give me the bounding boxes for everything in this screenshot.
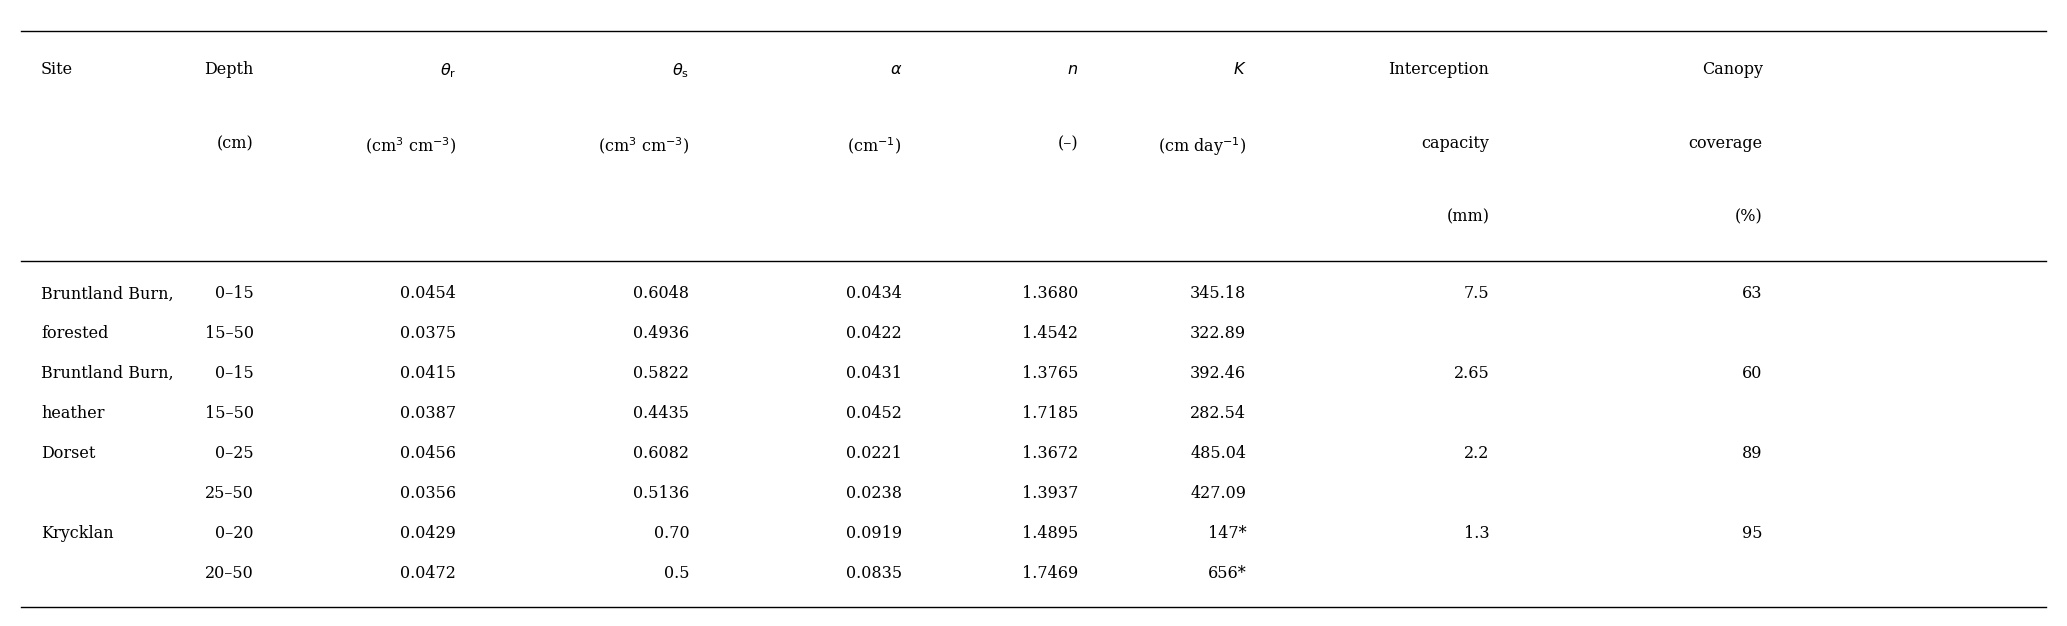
Text: (cm day$^{-1}$): (cm day$^{-1}$) xyxy=(1158,135,1246,158)
Text: $K$: $K$ xyxy=(1232,61,1246,78)
Text: 0.0434: 0.0434 xyxy=(845,285,901,302)
Text: 0.5822: 0.5822 xyxy=(633,365,688,382)
Text: 2.65: 2.65 xyxy=(1453,365,1488,382)
Text: Interception: Interception xyxy=(1389,61,1488,78)
Text: Depth: Depth xyxy=(205,61,254,78)
Text: 0.0422: 0.0422 xyxy=(845,326,901,342)
Text: 0.0472: 0.0472 xyxy=(401,565,457,582)
Text: 0.5136: 0.5136 xyxy=(633,485,688,502)
Text: 0.0835: 0.0835 xyxy=(845,565,901,582)
Text: 0.0456: 0.0456 xyxy=(401,445,457,462)
Text: 0.0431: 0.0431 xyxy=(845,365,901,382)
Text: 656*: 656* xyxy=(1207,565,1246,582)
Text: (cm$^{3}$ cm$^{-3}$): (cm$^{3}$ cm$^{-3}$) xyxy=(597,135,688,156)
Text: 0–15: 0–15 xyxy=(215,285,254,302)
Text: 0.0452: 0.0452 xyxy=(845,405,901,422)
Text: 1.3680: 1.3680 xyxy=(1021,285,1079,302)
Text: (cm$^{-1}$): (cm$^{-1}$) xyxy=(847,135,901,156)
Text: heather: heather xyxy=(41,405,105,422)
Text: 20–50: 20–50 xyxy=(205,565,254,582)
Text: coverage: coverage xyxy=(1689,135,1763,152)
Text: 15–50: 15–50 xyxy=(205,405,254,422)
Text: 0–25: 0–25 xyxy=(215,445,254,462)
Text: 0.0375: 0.0375 xyxy=(401,326,457,342)
Text: (%): (%) xyxy=(1734,208,1763,226)
Text: $\theta_{\mathrm{s}}$: $\theta_{\mathrm{s}}$ xyxy=(672,61,688,80)
Text: $\theta_{\mathrm{r}}$: $\theta_{\mathrm{r}}$ xyxy=(440,61,457,80)
Text: 25–50: 25–50 xyxy=(205,485,254,502)
Text: 1.4542: 1.4542 xyxy=(1021,326,1079,342)
Text: 0–20: 0–20 xyxy=(215,525,254,541)
Text: 0.6048: 0.6048 xyxy=(633,285,688,302)
Text: (–): (–) xyxy=(1058,135,1079,152)
Text: 485.04: 485.04 xyxy=(1191,445,1246,462)
Text: Canopy: Canopy xyxy=(1701,61,1763,78)
Text: 15–50: 15–50 xyxy=(205,326,254,342)
Text: forested: forested xyxy=(41,326,107,342)
Text: $\alpha$: $\alpha$ xyxy=(889,61,901,78)
Text: 1.4895: 1.4895 xyxy=(1021,525,1079,541)
Text: (cm$^{3}$ cm$^{-3}$): (cm$^{3}$ cm$^{-3}$) xyxy=(364,135,457,156)
Text: 0.6082: 0.6082 xyxy=(633,445,688,462)
Text: 0.0356: 0.0356 xyxy=(401,485,457,502)
Text: 0.0415: 0.0415 xyxy=(401,365,457,382)
Text: 1.3672: 1.3672 xyxy=(1021,445,1079,462)
Text: 1.7185: 1.7185 xyxy=(1021,405,1079,422)
Text: 0.5: 0.5 xyxy=(664,565,688,582)
Text: 322.89: 322.89 xyxy=(1191,326,1246,342)
Text: 1.3937: 1.3937 xyxy=(1021,485,1079,502)
Text: 0.0454: 0.0454 xyxy=(401,285,457,302)
Text: 63: 63 xyxy=(1742,285,1763,302)
Text: 0.70: 0.70 xyxy=(653,525,688,541)
Text: 392.46: 392.46 xyxy=(1191,365,1246,382)
Text: 0.4936: 0.4936 xyxy=(633,326,688,342)
Text: 1.3: 1.3 xyxy=(1463,525,1488,541)
Text: 1.7469: 1.7469 xyxy=(1021,565,1079,582)
Text: Bruntland Burn,: Bruntland Burn, xyxy=(41,365,174,382)
Text: 0.0429: 0.0429 xyxy=(401,525,457,541)
Text: 0.0387: 0.0387 xyxy=(401,405,457,422)
Text: 1.3765: 1.3765 xyxy=(1021,365,1079,382)
Text: 95: 95 xyxy=(1742,525,1763,541)
Text: Site: Site xyxy=(41,61,72,78)
Text: 345.18: 345.18 xyxy=(1191,285,1246,302)
Text: capacity: capacity xyxy=(1422,135,1488,152)
Text: 0–15: 0–15 xyxy=(215,365,254,382)
Text: Krycklan: Krycklan xyxy=(41,525,114,541)
Text: (mm): (mm) xyxy=(1447,208,1488,226)
Text: 2.2: 2.2 xyxy=(1463,445,1488,462)
Text: Dorset: Dorset xyxy=(41,445,95,462)
Text: 7.5: 7.5 xyxy=(1463,285,1488,302)
Text: 427.09: 427.09 xyxy=(1191,485,1246,502)
Text: 0.0919: 0.0919 xyxy=(845,525,901,541)
Text: (cm): (cm) xyxy=(217,135,254,152)
Text: 147*: 147* xyxy=(1207,525,1246,541)
Text: 89: 89 xyxy=(1742,445,1763,462)
Text: 60: 60 xyxy=(1742,365,1763,382)
Text: 0.0221: 0.0221 xyxy=(845,445,901,462)
Text: 282.54: 282.54 xyxy=(1191,405,1246,422)
Text: $n$: $n$ xyxy=(1067,61,1079,78)
Text: 0.4435: 0.4435 xyxy=(633,405,688,422)
Text: 0.0238: 0.0238 xyxy=(845,485,901,502)
Text: Bruntland Burn,: Bruntland Burn, xyxy=(41,285,174,302)
